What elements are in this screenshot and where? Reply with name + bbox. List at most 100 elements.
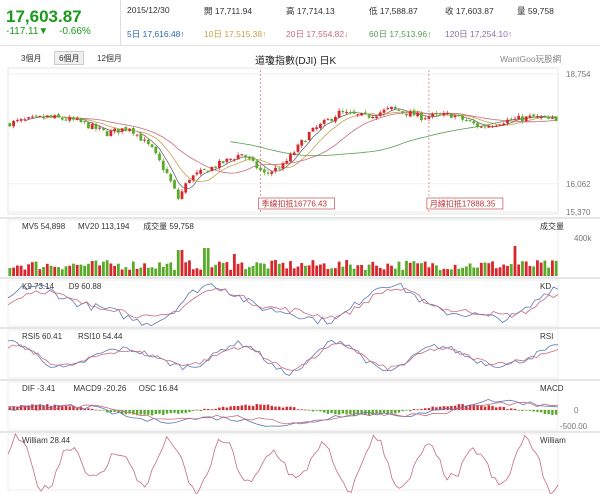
osc-bar: [468, 404, 472, 410]
candle-body: [416, 112, 420, 117]
candle-body: [113, 128, 117, 132]
candle-body: [446, 113, 450, 115]
candle-body: [524, 116, 528, 121]
osc-bar: [491, 405, 494, 410]
rsi-panel-frame: [7, 329, 559, 379]
osc-bar: [42, 405, 45, 410]
macd-panel-indicator-label: MACD9 -20.26: [73, 384, 126, 393]
osc-bar: [483, 406, 487, 410]
tab-12-months[interactable]: 12個月: [97, 54, 122, 63]
osc-bar: [375, 410, 378, 414]
candle-body: [188, 180, 191, 183]
volume-bar: [247, 267, 251, 276]
candle-body: [60, 117, 64, 120]
osc-bar: [476, 405, 479, 410]
osc-bar: [379, 410, 382, 415]
volume-bar: [453, 264, 457, 276]
osc-bar: [27, 405, 30, 410]
volume-bar: [259, 263, 262, 276]
tab-3-months[interactable]: 3個月: [21, 54, 42, 63]
macd-panel-indicator-label: OSC 16.84: [139, 384, 179, 393]
volume-bar: [464, 266, 468, 276]
candle-body: [236, 155, 240, 160]
candle-body: [154, 146, 158, 154]
candle-body: [165, 168, 169, 174]
candle-body: [491, 126, 494, 128]
osc-bar: [154, 410, 157, 415]
volume-bar: [154, 268, 158, 276]
dif-line: [7, 398, 559, 427]
volume-bar: [102, 261, 105, 276]
volume-bar: [12, 267, 16, 276]
volume-bar: [90, 261, 94, 276]
volume-bar: [446, 269, 450, 276]
volume-bar: [322, 263, 326, 276]
osc-bar: [135, 410, 139, 416]
candle-body: [38, 115, 42, 117]
candle-body: [517, 115, 521, 120]
volume-bar: [435, 265, 438, 276]
candle-body: [109, 130, 113, 137]
volume-bar: [528, 265, 532, 276]
volume-bar: [536, 260, 539, 276]
candle-body: [116, 128, 120, 133]
k9-line: [7, 282, 559, 327]
candle-body: [479, 126, 483, 128]
osc-bar: [517, 410, 520, 411]
candle-body: [94, 123, 98, 129]
candle-body: [461, 115, 464, 120]
osc-bar: [397, 410, 401, 413]
osc-bar: [184, 410, 187, 413]
candle-body: [393, 106, 397, 109]
candle-body: [502, 123, 506, 126]
candle-body: [360, 113, 363, 116]
william-panel-indicator-label: William 28.44: [22, 436, 71, 445]
candle-body: [483, 126, 487, 128]
osc-bar: [510, 408, 513, 410]
candle-body: [345, 112, 349, 114]
candle-body: [386, 108, 390, 110]
osc-bar: [270, 405, 273, 410]
volume-bar: [487, 263, 491, 276]
candle-body: [23, 119, 27, 121]
osc-bar: [543, 410, 547, 414]
candle-body: [83, 121, 87, 123]
william-line: [7, 433, 559, 494]
candle-body: [27, 117, 30, 119]
osc-bar: [450, 406, 453, 410]
volume-bar: [289, 261, 292, 276]
candle-body: [229, 158, 233, 160]
osc-bar: [472, 405, 476, 410]
osc-bar: [289, 406, 292, 410]
macd-ytick-zero: 0: [574, 406, 579, 415]
osc-bar: [147, 410, 150, 415]
candle-body: [30, 116, 34, 118]
volume-bar: [120, 269, 124, 276]
candle-body: [341, 111, 345, 113]
osc-bar: [169, 410, 172, 414]
osc-bar: [364, 410, 367, 415]
osc-bar: [64, 406, 68, 410]
volume-bar: [509, 264, 513, 276]
candle-body: [464, 120, 468, 122]
volume-bar: [337, 261, 341, 276]
osc-bar: [521, 410, 524, 411]
candle-body: [319, 123, 322, 129]
osc-bar: [390, 410, 393, 414]
tab-6-months[interactable]: 6個月: [54, 51, 85, 65]
main-ytick-label: 18,754: [566, 70, 591, 79]
osc-bar: [281, 407, 285, 410]
volume-bar: [53, 266, 57, 276]
osc-bar: [94, 409, 98, 411]
candle-body: [356, 114, 360, 116]
osc-bar: [203, 408, 206, 410]
osc-bar: [244, 404, 247, 410]
candle-body: [203, 168, 206, 170]
osc-bar: [98, 410, 101, 411]
osc-bar: [83, 408, 86, 410]
candle-body: [15, 120, 19, 122]
volume-bar: [274, 260, 277, 276]
osc-bar: [139, 410, 143, 415]
candle-body: [285, 160, 289, 164]
volume-bar: [300, 263, 304, 276]
